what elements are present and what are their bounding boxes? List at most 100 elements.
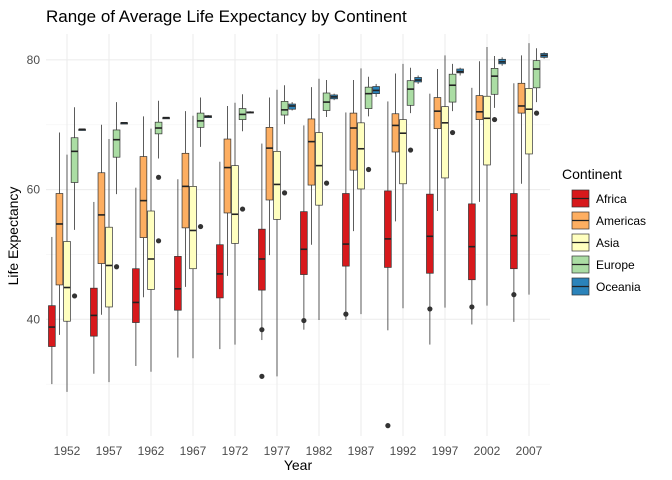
outlier-point [407, 147, 414, 153]
x-tick-label: 2002 [474, 444, 501, 458]
box-body [55, 193, 64, 286]
box-body [426, 193, 434, 274]
box-body [48, 305, 56, 347]
box-body [300, 211, 308, 275]
box-asia-1987 [357, 68, 365, 315]
outlier-point [155, 174, 162, 180]
outlier-point [259, 327, 265, 333]
box-oceania-2002 [498, 57, 506, 66]
box-body [181, 152, 190, 229]
box-asia-1997 [441, 55, 449, 308]
box-body [525, 88, 533, 155]
chart-title: Range of Average Life Expectancy by Cont… [46, 7, 407, 26]
box-body [174, 256, 182, 311]
box-body [189, 186, 197, 270]
box-africa-1977 [258, 143, 266, 379]
box-body [223, 138, 232, 214]
legend-label-americas: Americas [596, 214, 646, 228]
box-europe-1977 [280, 85, 289, 196]
box-americas-1962 [139, 116, 148, 298]
box-americas-1992 [391, 73, 400, 222]
box-americas-2002 [475, 61, 484, 202]
box-americas-1987 [349, 80, 358, 232]
legend-label-africa: Africa [596, 192, 627, 206]
box-asia-1977 [273, 89, 281, 377]
box-asia-1992 [399, 63, 407, 309]
box-africa-1957 [90, 201, 98, 374]
box-americas-1972 [223, 105, 232, 276]
outlier-point [155, 238, 162, 244]
box-body [273, 151, 281, 220]
box-americas-1997 [433, 69, 442, 212]
box-oceania-1962 [162, 116, 170, 120]
box-oceania-1987 [372, 83, 380, 97]
outlier-point [365, 166, 372, 173]
y-tick-label: 60 [27, 183, 41, 197]
box-body [315, 132, 323, 206]
box-asia-1962 [147, 128, 155, 372]
box-europe-2007 [532, 48, 541, 116]
x-tick-label: 1977 [264, 444, 291, 458]
outlier-point [259, 373, 265, 379]
box-europe-1997 [448, 63, 457, 136]
outlier-point [113, 264, 120, 270]
outlier-point [385, 423, 391, 429]
x-tick-label: 1972 [222, 444, 249, 458]
box-oceania-1977 [288, 102, 296, 111]
outlier-point [491, 116, 498, 123]
outlier-point [533, 110, 540, 116]
x-tick-label: 1962 [138, 444, 165, 458]
x-tick-label: 1997 [432, 444, 459, 458]
y-tick-label: 80 [27, 53, 41, 67]
outlier-point [427, 306, 433, 312]
x-tick-label: 2007 [516, 444, 543, 458]
box-americas-1977 [265, 97, 274, 256]
box-body [468, 203, 476, 281]
box-africa-1952 [48, 236, 56, 385]
box-body [105, 226, 113, 308]
box-oceania-1997 [456, 67, 464, 76]
box-africa-2002 [468, 87, 476, 325]
box-europe-1987 [364, 76, 373, 173]
box-body [510, 193, 518, 270]
box-body [475, 95, 484, 120]
box-europe-1992 [406, 67, 415, 153]
x-tick-label: 1987 [348, 444, 375, 458]
x-tick-label: 1952 [54, 444, 81, 458]
box-europe-1957 [112, 102, 121, 270]
box-oceania-1957 [120, 122, 128, 125]
legend-title: Continent [562, 166, 622, 182]
x-tick-label: 1992 [390, 444, 417, 458]
box-body [139, 156, 148, 238]
box-body [399, 119, 407, 185]
box-body [349, 112, 358, 171]
outlier-point [239, 206, 246, 212]
box-asia-1972 [231, 102, 239, 345]
box-asia-2002 [483, 46, 491, 306]
legend-label-asia: Asia [596, 236, 620, 250]
outlier-point [343, 311, 349, 317]
box-africa-1997 [426, 93, 434, 345]
box-asia-2007 [525, 43, 533, 295]
box-asia-1952 [63, 154, 71, 392]
legend-label-europe: Europe [596, 258, 635, 272]
box-africa-1967 [174, 179, 182, 358]
box-body [364, 86, 373, 109]
box-oceania-1982 [330, 93, 338, 101]
outlier-point [323, 180, 330, 186]
box-europe-1967 [196, 97, 205, 230]
box-body [483, 95, 491, 166]
box-oceania-1972 [246, 111, 254, 114]
x-tick-label: 1957 [96, 444, 123, 458]
box-body [112, 129, 121, 158]
box-body [63, 241, 71, 322]
box-body [265, 127, 274, 201]
outlier-point [197, 223, 204, 230]
box-oceania-1952 [78, 128, 86, 131]
box-asia-1957 [105, 139, 113, 383]
box-body [441, 106, 449, 179]
box-plots [48, 43, 548, 429]
box-body [433, 97, 442, 130]
box-body [406, 80, 415, 106]
box-africa-1992 [384, 101, 392, 429]
